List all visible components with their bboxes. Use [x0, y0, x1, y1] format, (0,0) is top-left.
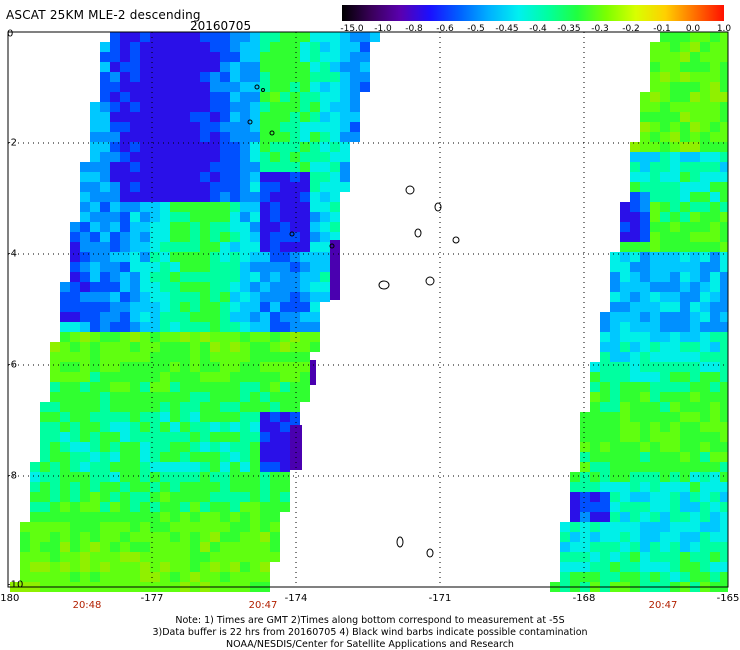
- colorbar: [342, 5, 724, 21]
- latitude-tick-label: -6: [7, 359, 17, 371]
- note-line-2: 3)Data buffer is 22 hrs from 20160705 4)…: [152, 627, 588, 638]
- pass-time-1: 20:48: [72, 600, 102, 611]
- longitude-tick-label: -177: [140, 593, 164, 604]
- longitude-tick-label: -165: [716, 593, 740, 604]
- colorbar-tick-label: -0.2: [622, 24, 640, 34]
- colorbar-ticks: -15.0 -1.0 -0.8 -0.6 -0.5 -0.45 -0.4 -0.35 -0.3 -…: [0, 24, 740, 38]
- colorbar-tick-label: -0.5: [467, 24, 485, 34]
- colorbar-tick-label: -0.3: [591, 24, 609, 34]
- note-line-1: Note: 1) Times are GMT 2)Times along bot…: [175, 615, 565, 626]
- longitude-tick-label: -174: [284, 593, 308, 604]
- longitude-tick-label: -180: [0, 593, 20, 604]
- colorbar-tick-label: 0.0: [685, 24, 701, 34]
- note-line-3: NOAA/NESDIS/Center for Satellite Applica…: [226, 639, 514, 650]
- latitude-tick-label: -2: [7, 137, 17, 149]
- longitude-tick-label: -171: [428, 593, 452, 604]
- colorbar-tick-label: -0.1: [653, 24, 671, 34]
- longitude-tick-label: -168: [572, 593, 596, 604]
- pass-time-3: 20:47: [648, 600, 678, 611]
- latitude-tick-label: -4: [7, 248, 17, 260]
- latitude-tick-label: -10: [7, 579, 24, 591]
- pass-time-2: 20:47: [248, 600, 278, 611]
- colorbar-tick-label: -0.6: [436, 24, 454, 34]
- colorbar-tick-label: 1.0: [716, 24, 732, 34]
- graticule: [8, 32, 728, 587]
- colorbar-tick-label: -0.45: [495, 24, 519, 34]
- latitude-tick-label: -8: [7, 470, 17, 482]
- swath-layer: [10, 32, 728, 592]
- colorbar-tick-label: -1.0: [374, 24, 392, 34]
- colorbar-tick-label: -15.0: [340, 24, 364, 34]
- product-date: 20160705: [190, 19, 252, 33]
- map-frame: [7, 31, 729, 588]
- island-outlines: [247, 84, 460, 558]
- product-title: ASCAT 25KM MLE-2 descending: [6, 8, 201, 22]
- colorbar-tick-label: -0.35: [557, 24, 581, 34]
- colorbar-tick-label: -0.8: [405, 24, 423, 34]
- latitude-tick-label: 0: [7, 28, 14, 40]
- colorbar-tick-label: -0.4: [529, 24, 547, 34]
